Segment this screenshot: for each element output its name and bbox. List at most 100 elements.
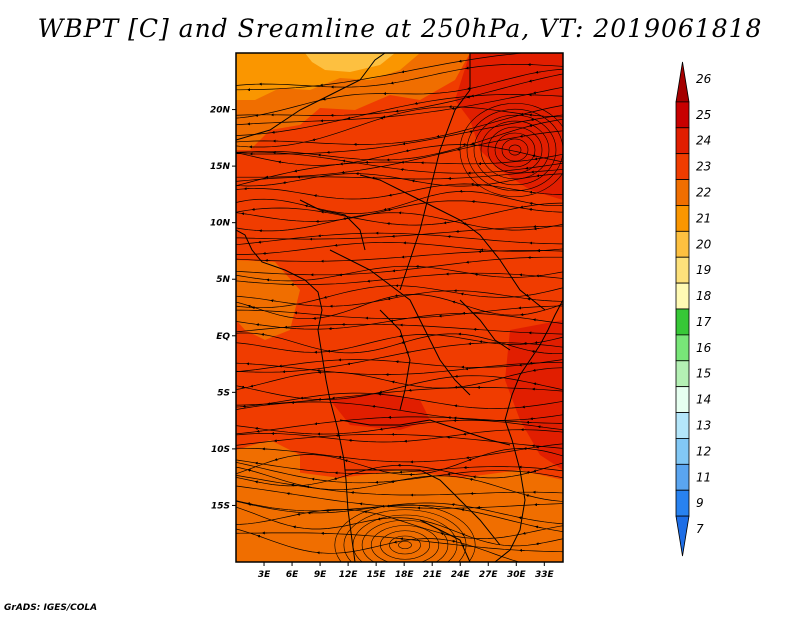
streamline-arrow (247, 503, 254, 507)
streamline-arrow (371, 405, 378, 409)
streamline-arrow (387, 208, 393, 212)
border-8 (379, 309, 411, 411)
streamline-arrow (378, 390, 385, 394)
streamline-arrow (532, 469, 539, 473)
streamline-arrow (292, 525, 299, 529)
streamline (236, 419, 563, 435)
latitude-axis: 20N 15N 10N 5N EQ 5S 10S 15S (210, 106, 236, 511)
streamline-arrow (346, 362, 353, 366)
streamline-arrow (299, 396, 306, 400)
colorbar-swatch (675, 61, 690, 103)
colorbar-label: 16 (696, 341, 712, 355)
lat-label: 10N (210, 219, 231, 229)
lon-label: 21E (423, 570, 443, 580)
streamline-arrow (402, 142, 408, 146)
streamline-arrow (519, 205, 526, 209)
streamline-arrow (254, 461, 261, 465)
lat-label: EQ (216, 332, 230, 342)
streamline (236, 448, 563, 475)
streamline-arrow (528, 124, 535, 128)
colorbar-label: 21 (696, 211, 711, 225)
streamline-arrow (532, 318, 539, 322)
colorbar-swatch (675, 101, 690, 129)
streamline (236, 256, 563, 276)
streamline-arrow (260, 333, 267, 337)
map-frame (235, 52, 564, 563)
colorbar: 26 25 24 23 22 21 20 19 18 17 16 15 14 13 12 11 9 7 (675, 61, 712, 557)
streamline-arrow (304, 204, 311, 208)
border-3 (359, 174, 546, 311)
streamline-arrow (363, 510, 370, 514)
vortex-ring (480, 120, 550, 180)
border-7 (299, 199, 366, 251)
streamline (236, 183, 563, 200)
border-5 (339, 419, 511, 446)
streamline-arrow (460, 292, 466, 296)
streamline-arrow (247, 304, 254, 308)
streamline-arrow (443, 221, 449, 225)
colorbar-swatch (675, 463, 690, 491)
vortex-ring (398, 540, 412, 550)
streamline (236, 272, 563, 285)
streamline (236, 401, 563, 421)
streamline (236, 392, 563, 409)
streamline-arrow (414, 101, 420, 105)
streamline-arrow (344, 459, 350, 463)
streamline-arrow (240, 385, 247, 389)
border-1 (236, 53, 386, 141)
vortex-ring (466, 108, 563, 192)
lon-label: 9E (314, 570, 327, 580)
country-borders (236, 53, 563, 562)
streamline (236, 53, 529, 91)
colorbar-swatch (675, 308, 690, 336)
streamline-arrow (333, 477, 340, 480)
streamline (236, 94, 563, 136)
streamline-arrow (282, 181, 289, 185)
streamline (236, 367, 563, 390)
vortex-ring (501, 138, 529, 162)
streamline (236, 290, 563, 307)
vortex-ring (370, 525, 440, 562)
streamline-arrow (277, 160, 284, 164)
vortex-ring (361, 519, 449, 562)
lon-label: 18E (395, 570, 415, 580)
lat-label: 15S (211, 501, 230, 511)
streamline-arrow (525, 494, 532, 498)
streamline-arrow (453, 404, 460, 408)
lon-label: 24E (451, 570, 471, 580)
colorbar-swatch (675, 412, 690, 439)
vortex-ring (494, 132, 536, 168)
border-6 (345, 469, 501, 546)
streamline (236, 86, 563, 126)
streamline-arrow (394, 294, 400, 298)
streamline-arrow (314, 422, 320, 426)
streamline-arrow (532, 91, 539, 95)
colorbar-swatch (675, 282, 690, 310)
streamline-arrow (293, 169, 300, 173)
colorbar-label: 22 (696, 186, 711, 200)
colorbar-label: 12 (696, 444, 711, 458)
colorbar-swatch (675, 153, 690, 180)
streamline-arrow (341, 170, 347, 174)
wbpt-field-24-east (505, 320, 563, 470)
lon-label: 12E (339, 570, 359, 580)
streamline (236, 202, 563, 226)
colorbar-label: 9 (696, 496, 704, 510)
streamline-arrow (535, 70, 541, 74)
wbpt-field-20 (305, 53, 395, 72)
lat-label: 5N (216, 275, 230, 285)
vortex-ring (334, 504, 476, 562)
streamline-arrow (322, 97, 328, 101)
colorbar-label: 23 (696, 160, 711, 174)
streamline (236, 362, 563, 375)
colorbar-label: 15 (696, 367, 711, 381)
streamline-arrow (525, 166, 531, 170)
streamline-arrow (451, 539, 458, 543)
streamline (236, 106, 563, 148)
streamlines (236, 53, 563, 562)
colorbar-swatch (675, 256, 690, 284)
wbpt-field-24-center (330, 392, 430, 430)
streamline-arrow (531, 350, 537, 354)
streamline-arrow (254, 480, 261, 484)
border-10 (419, 519, 471, 562)
